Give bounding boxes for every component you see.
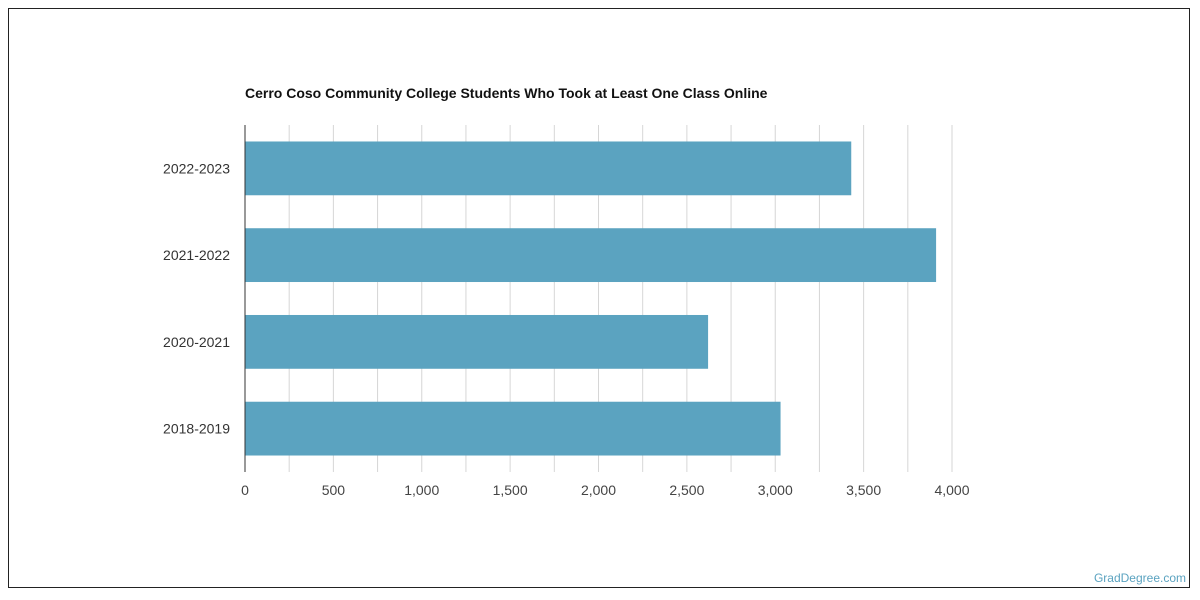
chart-title: Cerro Coso Community College Students Wh…: [245, 85, 768, 101]
bar-2021-2022: [245, 228, 937, 283]
bars: [245, 141, 937, 456]
watermark-link[interactable]: GradDegree.com: [1093, 571, 1186, 585]
bar-2022-2023: [245, 141, 852, 196]
bar-2018-2019: [245, 401, 781, 456]
bar-2020-2021: [245, 314, 709, 369]
x-tick-label: 0: [241, 482, 249, 498]
x-tick-label: 3,500: [846, 482, 881, 498]
x-tick-label: 2,000: [581, 482, 616, 498]
x-tick-label: 1,000: [404, 482, 439, 498]
x-tick-label: 3,000: [758, 482, 793, 498]
category-label: 2018-2019: [163, 421, 230, 437]
category-labels: 2022-2023 2021-2022 2020-2021 2018-2019: [163, 160, 230, 436]
x-tick-label: 4,000: [934, 482, 969, 498]
category-label: 2021-2022: [163, 247, 230, 263]
x-tick-label: 2,500: [669, 482, 704, 498]
x-tick-label: 500: [322, 482, 346, 498]
x-tick-labels: 0 500 1,000 1,500 2,000 2,500 3,000 3,500 4,000: [241, 482, 970, 498]
category-label: 2020-2021: [163, 334, 230, 350]
x-tick-label: 1,500: [493, 482, 528, 498]
category-label: 2022-2023: [163, 160, 230, 176]
